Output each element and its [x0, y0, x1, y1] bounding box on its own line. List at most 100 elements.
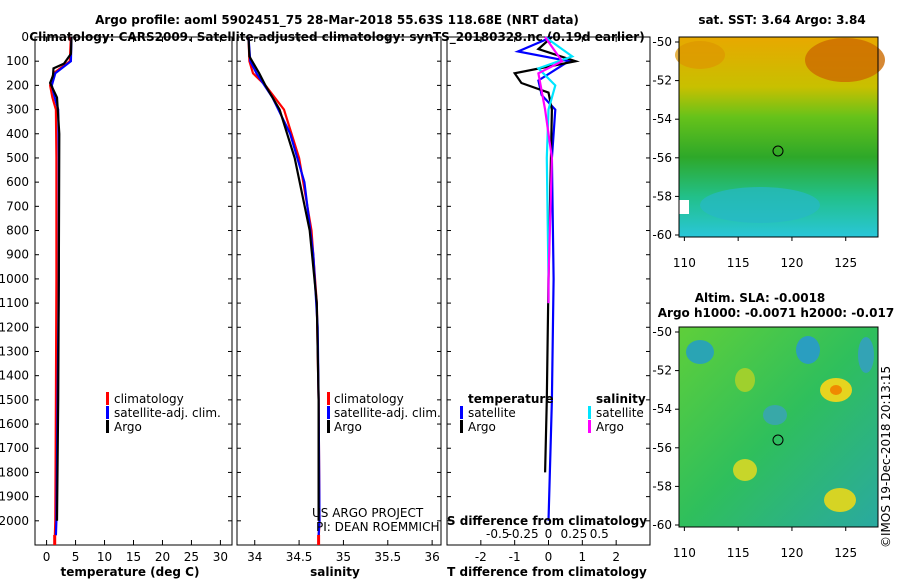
s-diff-tick-label: 0.25: [561, 527, 588, 541]
salinity-xlabel: salinity: [310, 565, 360, 579]
x-tick-label: -1: [509, 550, 521, 564]
depth-tick-label: 300: [6, 103, 29, 117]
s-diff-tick-label: 0: [545, 527, 553, 541]
difference-plot: -2 -1 0 1 2 -0.5-0.25 0 0.25 0.5: [447, 35, 650, 564]
sla-map-title-1: Altim. SLA: -0.0018: [695, 291, 826, 305]
title-line-1: Argo profile: aoml 5902451_75 28-Mar-201…: [95, 13, 579, 28]
temperature-plot-frame: [34, 36, 233, 546]
sla-map-title-2: Argo h1000: -0.0071 h2000: -0.017: [658, 306, 894, 320]
legend-climatology: climatology: [334, 392, 404, 406]
temperature-legend: climatology satellite-adj. clim. Argo: [106, 392, 221, 434]
depth-axis: 0 100 200 300 400 500 600 700 800 900 1000 1100 1200…: [0, 30, 29, 528]
x-tick-label: 34.5: [286, 550, 313, 564]
sst-missing-data: [679, 200, 689, 214]
series-argo: [247, 36, 320, 521]
lon-tick-label: 110: [673, 546, 696, 560]
s-diff-tick-label: 0.5: [590, 527, 609, 541]
x-tick-label: 36: [424, 550, 439, 564]
series-argo: [48, 36, 73, 521]
legend-s-argo: Argo: [596, 420, 624, 434]
lat-tick-label: -56: [652, 441, 672, 455]
lat-tick-label: -58: [652, 189, 672, 203]
depth-tick-label: 1600: [0, 417, 29, 431]
sla-low-anomaly: [858, 337, 874, 373]
lon-tick-label: 115: [727, 256, 750, 270]
depth-tick-label: 600: [6, 175, 29, 189]
x-tick-label: 1: [579, 550, 587, 564]
lon-tick-label: 120: [780, 256, 803, 270]
lon-tick-label: 125: [834, 546, 857, 560]
lat-tick-label: -60: [652, 518, 672, 532]
s-diff-tick-label: -0.25: [508, 527, 539, 541]
legend-climatology: climatology: [114, 392, 184, 406]
lat-tick-label: -60: [652, 228, 672, 242]
sla-high-anomaly: [830, 385, 842, 395]
sst-map: [675, 36, 885, 240]
sst-warm-patch: [675, 41, 725, 69]
sst-cool-patch: [700, 187, 820, 223]
watermark: ©IMOS 19-Dec-2018 20:13:15: [879, 366, 893, 548]
depth-tick-label: 1100: [0, 296, 29, 310]
x-tick-label: 35: [336, 550, 351, 564]
x-tick-label: 20: [155, 550, 170, 564]
legend-s-satellite: satellite: [596, 406, 644, 420]
depth-tick-label: 1700: [0, 441, 29, 455]
depth-tick-label: 400: [6, 127, 29, 141]
depth-tick-label: 1900: [0, 490, 29, 504]
argo-location-marker: [772, 434, 784, 446]
legend-swatch-argo: [327, 420, 330, 433]
sla-map: [678, 326, 879, 528]
x-tick-label: 15: [126, 550, 141, 564]
sst-warm-patch: [805, 38, 885, 82]
temperature-plot: 0 5 10 15 20 25 30: [35, 36, 232, 564]
depth-tick-label: 500: [6, 151, 29, 165]
series-s-argo: [537, 36, 564, 304]
depth-tick-label: 1500: [0, 393, 29, 407]
legend-swatch-argo: [106, 420, 109, 433]
legend-argo: Argo: [114, 420, 142, 434]
s-diff-tick-label: -0.5: [486, 527, 509, 541]
lat-tick-label: -50: [652, 325, 672, 339]
depth-tick-label: 1000: [0, 272, 29, 286]
argo-location-marker: [772, 145, 784, 157]
depth-tick-label: 0: [21, 30, 29, 44]
legend-swatch-satellite: [327, 406, 330, 419]
sla-low-anomaly: [763, 405, 787, 425]
legend-swatch-climatology: [106, 392, 109, 405]
legend-satellite: satellite-adj. clim.: [114, 406, 221, 420]
sla-low-anomaly: [686, 340, 714, 364]
climatology-bottom-marker: [53, 535, 57, 545]
lon-tick-label: 110: [673, 256, 696, 270]
lon-tick-label: 115: [727, 546, 750, 560]
salinity-plot-frame: [236, 36, 442, 546]
depth-tick-label: 2000: [0, 514, 29, 528]
sla-high-anomaly: [824, 488, 856, 512]
x-tick-label: 35.5: [374, 550, 401, 564]
x-tick-label: 30: [213, 550, 228, 564]
sst-map-title: sat. SST: 3.64 Argo: 3.84: [698, 13, 865, 27]
legend-t-satellite: satellite: [468, 406, 516, 420]
lat-tick-label: -50: [652, 35, 672, 49]
depth-tick-label: 1200: [0, 320, 29, 334]
sla-low-anomaly: [796, 336, 820, 364]
sla-map-axes: 110 115 120 125 -50 -52 -54 -56 -58 -60: [652, 325, 857, 560]
lat-tick-label: -56: [652, 151, 672, 165]
depth-tick-label: 200: [6, 78, 29, 92]
depth-tick-label: 700: [6, 199, 29, 213]
lat-tick-label: -54: [652, 402, 672, 416]
legend-swatch-climatology: [327, 392, 330, 405]
sla-high-anomaly: [735, 368, 755, 392]
x-tick-label: 0: [43, 550, 51, 564]
depth-tick-label: 800: [6, 224, 29, 238]
difference-xlabel: T difference from climatology: [447, 565, 647, 579]
series-t-argo: [512, 36, 580, 473]
annotation-pi: PI: DEAN ROEMMICH: [316, 520, 439, 534]
lon-tick-label: 125: [834, 256, 857, 270]
depth-tick-label: 100: [6, 54, 29, 68]
temperature-xlabel: temperature (deg C): [61, 565, 200, 579]
lat-tick-label: -52: [652, 364, 672, 378]
depth-tick-label: 1300: [0, 344, 29, 358]
x-tick-label: -2: [475, 550, 487, 564]
legend-swatch-s-satellite: [588, 406, 591, 419]
